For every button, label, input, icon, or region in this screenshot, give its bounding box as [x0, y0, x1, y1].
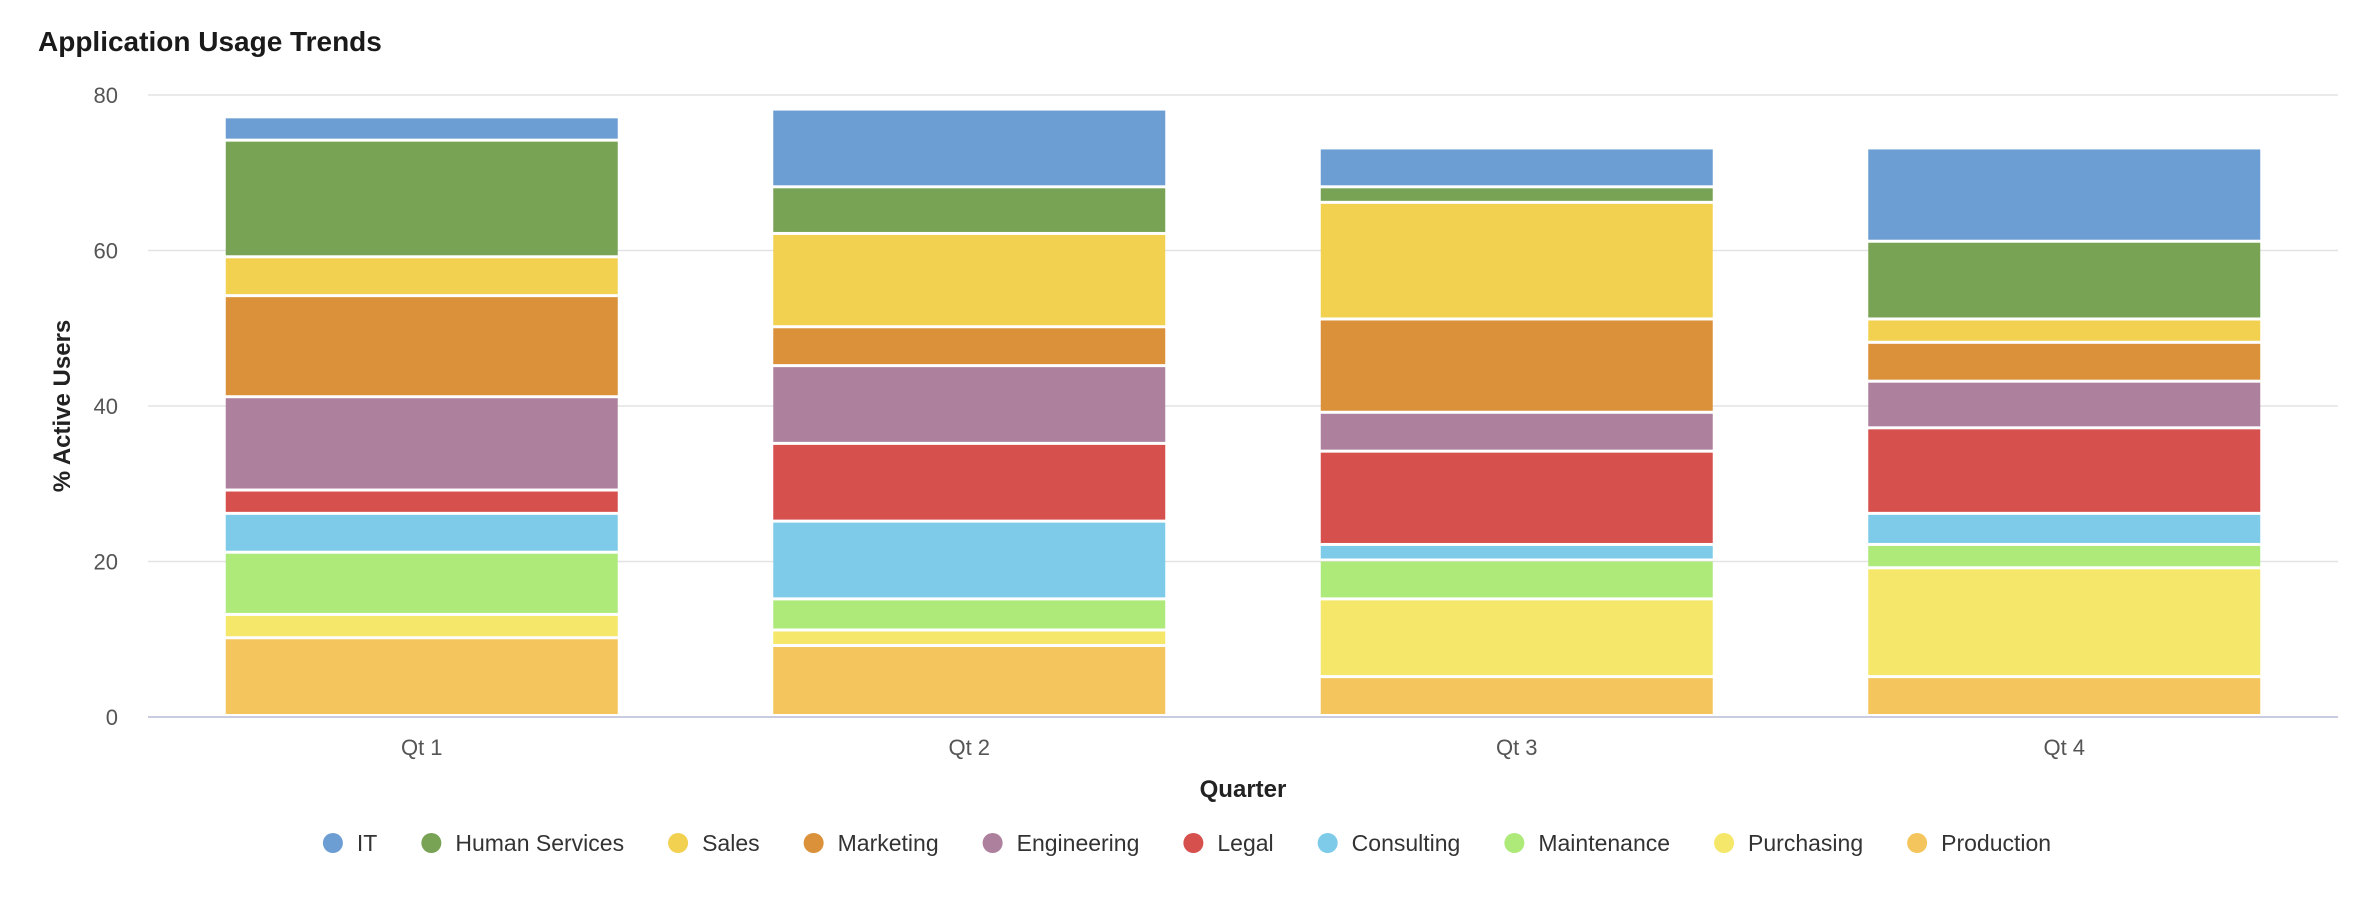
- legend-item-it: IT: [322, 830, 377, 856]
- x-tick-label: Qt 3: [1496, 735, 1538, 760]
- bars: [225, 110, 2261, 714]
- bar-segment-sales: [225, 258, 618, 295]
- legend-label: Marketing: [838, 830, 939, 856]
- bar-segment-maintenance: [225, 553, 618, 613]
- bar-segment-production: [1320, 678, 1713, 714]
- bar-segment-human-services: [773, 188, 1166, 232]
- axes: 0 20 40 60 80 Qt 1 Qt 2 Qt 3 Qt 4 Quarter % Active…: [49, 83, 2338, 803]
- legend-label: Sales: [702, 830, 760, 856]
- bar-segment-sales: [1320, 203, 1713, 318]
- y-tick-label: 60: [94, 239, 118, 264]
- legend-marker: [421, 833, 442, 853]
- legend-marker: [322, 833, 343, 853]
- legend-item-legal: Legal: [1183, 830, 1274, 856]
- bar-segment-consulting: [1320, 545, 1713, 559]
- legend-marker: [982, 833, 1003, 853]
- x-tick-label: Qt 2: [948, 735, 990, 760]
- bar-segment-human-services: [225, 141, 618, 256]
- bar-segment-purchasing: [225, 615, 618, 637]
- bar-segment-it: [225, 118, 618, 139]
- legend-label: Engineering: [1017, 830, 1140, 856]
- legend-marker: [668, 833, 689, 853]
- legend-marker: [1183, 833, 1204, 853]
- legend-label: Production: [1941, 830, 2051, 856]
- legend-label: IT: [357, 830, 377, 856]
- legend-marker: [1317, 833, 1338, 853]
- bar-segment-purchasing: [1868, 569, 2261, 676]
- bar-segment-marketing: [225, 297, 618, 396]
- bar-segment-engineering: [1320, 413, 1713, 450]
- bar-segment-purchasing: [773, 631, 1166, 645]
- bar-segment-engineering: [773, 367, 1166, 442]
- legend-label: Human Services: [455, 830, 624, 856]
- legend-item-marketing: Marketing: [803, 830, 939, 856]
- legend-item-production: Production: [1907, 830, 2051, 856]
- bar-segment-legal: [1320, 452, 1713, 543]
- bar-segment-it: [773, 110, 1166, 186]
- y-tick-label: 40: [94, 394, 118, 419]
- legend-label: Maintenance: [1538, 830, 1670, 856]
- bar-segment-it: [1868, 149, 2261, 240]
- bar-segment-production: [773, 647, 1166, 714]
- bar-segment-maintenance: [1868, 545, 2261, 567]
- legend-label: Legal: [1217, 830, 1273, 856]
- legend-marker: [1504, 833, 1525, 853]
- bar-segment-legal: [225, 491, 618, 512]
- x-tick-label: Qt 4: [2043, 735, 2085, 760]
- legend-marker: [803, 833, 824, 853]
- x-tick-label: Qt 1: [401, 735, 443, 760]
- legend-item-consulting: Consulting: [1317, 830, 1461, 856]
- bar-segment-engineering: [225, 398, 618, 489]
- legend-marker: [1907, 833, 1928, 853]
- bar-segment-engineering: [1868, 382, 2261, 427]
- bar-segment-marketing: [1868, 343, 2261, 380]
- legend-item-sales: Sales: [668, 830, 760, 856]
- y-tick-label: 20: [94, 550, 118, 575]
- legend-label: Consulting: [1352, 830, 1461, 856]
- legend-row: IT Human Services Sales Marketing Engineerin…: [322, 830, 2051, 856]
- legend-marker: [1714, 833, 1735, 853]
- x-axis-title: Quarter: [1200, 776, 1287, 803]
- bar-segment-maintenance: [1320, 561, 1713, 598]
- legend-item-engineering: Engineering: [982, 830, 1140, 856]
- bar-segment-legal: [773, 444, 1166, 520]
- bar-segment-marketing: [773, 328, 1166, 365]
- bar-segment-production: [1868, 678, 2261, 714]
- bar-segment-purchasing: [1320, 600, 1713, 676]
- bar-segment-human-services: [1868, 242, 2261, 318]
- bar-segment-it: [1320, 149, 1713, 186]
- bar-segment-maintenance: [773, 600, 1166, 629]
- y-tick-label: 0: [106, 705, 118, 730]
- bar-segment-sales: [1868, 320, 2261, 341]
- y-axis-title: % Active Users: [49, 320, 76, 493]
- bar-segment-sales: [773, 234, 1166, 326]
- y-tick-label: 80: [94, 83, 118, 108]
- legend-item-maintenance: Maintenance: [1504, 830, 1670, 856]
- legend-label: Purchasing: [1748, 830, 1863, 856]
- legend-item-human-services: Human Services: [421, 830, 624, 856]
- bar-segment-consulting: [1868, 514, 2261, 543]
- bar-segment-consulting: [225, 514, 618, 551]
- legend-item-purchasing: Purchasing: [1714, 830, 1863, 856]
- chart-title: Application Usage Trends: [38, 26, 382, 57]
- bar-segment-production: [225, 639, 618, 714]
- bar-segment-human-services: [1320, 188, 1713, 201]
- legend: IT Human Services Sales Marketing Engineerin…: [322, 830, 2051, 856]
- bar-segment-consulting: [773, 522, 1166, 598]
- bar-segment-marketing: [1320, 320, 1713, 411]
- bar-segment-legal: [1868, 429, 2261, 512]
